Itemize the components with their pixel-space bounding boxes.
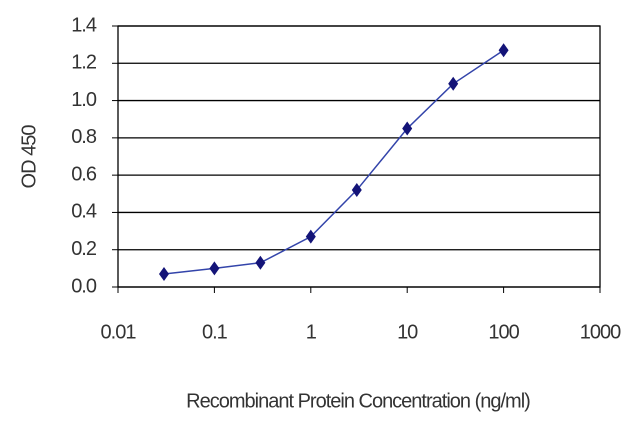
x-tick-label: 10 <box>397 321 418 343</box>
x-tick-label: 0.01 <box>101 321 137 343</box>
y-tick-label: 0.8 <box>71 126 97 148</box>
data-line <box>163 49 505 275</box>
y-tick-label: 0.2 <box>71 238 97 260</box>
plot-frame <box>117 25 601 288</box>
data-point <box>209 261 220 276</box>
y-tick-label: 0.6 <box>71 163 97 185</box>
y-axis-label: OD 450 <box>18 125 40 189</box>
y-tick-label: 1.4 <box>71 14 97 36</box>
data-point <box>448 76 459 91</box>
x-tick-label: 0.1 <box>202 321 228 343</box>
y-tick-label: 1.2 <box>71 52 97 74</box>
y-tick-label: 0.0 <box>71 275 97 297</box>
data-point <box>351 183 362 198</box>
data-point <box>402 121 413 136</box>
x-tick-label: 1 <box>306 321 317 343</box>
x-tick-label: 1000 <box>580 321 621 343</box>
y-tick-label: 0.4 <box>71 201 97 223</box>
data-point <box>158 266 169 281</box>
x-axis-label: Recombinant Protein Concentration (ng/ml… <box>186 390 530 412</box>
x-tick-label: 100 <box>488 321 519 343</box>
y-tick-label: 1.0 <box>71 89 97 111</box>
data-point <box>255 255 266 270</box>
data-point <box>305 229 316 244</box>
data-point <box>498 43 509 58</box>
